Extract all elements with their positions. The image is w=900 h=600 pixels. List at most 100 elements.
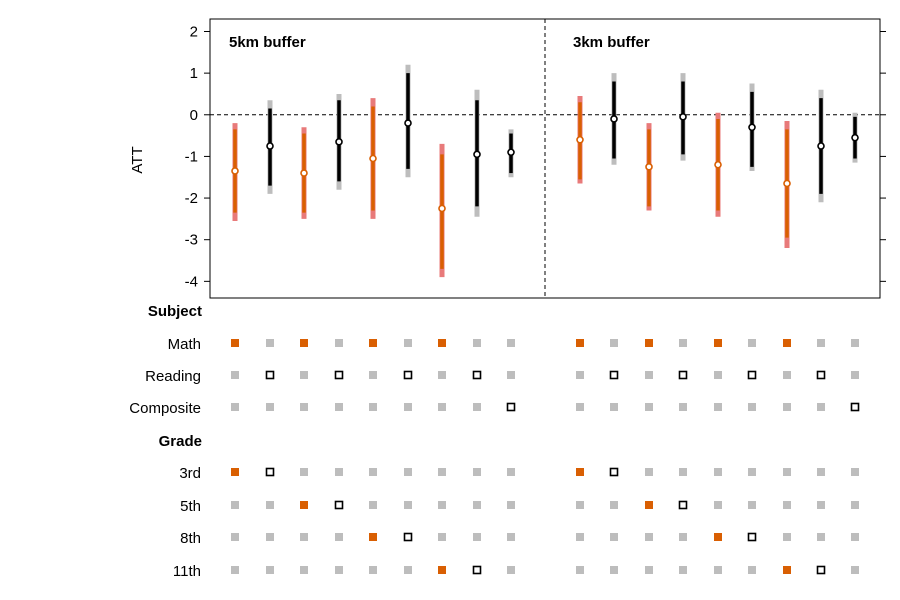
spec-dot-inactive <box>438 403 446 411</box>
spec-dot-inactive <box>817 533 825 541</box>
y-tick-label: -3 <box>185 232 198 249</box>
panel-title-3km: 3km buffer <box>573 34 650 51</box>
spec-dot-math <box>783 339 791 347</box>
point-estimate <box>473 150 481 159</box>
spec-dot-inactive <box>335 468 343 476</box>
spec-dot-inactive <box>748 501 756 509</box>
plot-frame <box>209 18 881 299</box>
point-estimate <box>335 138 343 146</box>
point-estimate <box>610 115 618 123</box>
spec-dot-math <box>714 339 722 347</box>
y-axis-title: ATT <box>129 146 146 173</box>
spec-dot-inactive <box>300 468 308 476</box>
spec-dot-inactive <box>714 501 722 509</box>
spec-dot-inactive <box>438 501 446 509</box>
spec-dot-inactive <box>645 371 653 379</box>
spec-dot-inactive <box>369 403 377 411</box>
spec-dot-active <box>472 565 482 575</box>
spec-dot-inactive <box>335 566 343 574</box>
point-estimate <box>404 119 412 127</box>
spec-dot-inactive <box>610 339 618 347</box>
spec-dot-active <box>747 532 757 542</box>
spec-dot-inactive <box>300 566 308 574</box>
spec-dot-inactive <box>231 371 239 379</box>
spec-dot-inactive <box>679 533 687 541</box>
spec-dot-inactive <box>507 371 515 379</box>
spec-dot-inactive <box>645 533 653 541</box>
point-estimate <box>300 169 308 177</box>
point-estimate <box>438 204 446 213</box>
spec-dot-inactive <box>576 501 584 509</box>
spec-dot-math <box>300 339 308 347</box>
spec-row-label: Math <box>168 336 201 353</box>
spec-dot-active <box>678 500 688 510</box>
spec-dot-active <box>265 467 275 477</box>
spec-dot-inactive <box>748 339 756 347</box>
spec-dot-inactive <box>507 533 515 541</box>
spec-dot-math <box>438 566 446 574</box>
point-estimate <box>817 142 825 150</box>
spec-dot-math <box>300 501 308 509</box>
spec-dot-math <box>231 339 239 347</box>
spec-dot-inactive <box>473 403 481 411</box>
spec-dot-math <box>369 339 377 347</box>
spec-dot-inactive <box>507 501 515 509</box>
spec-row-label: 11th <box>173 563 201 580</box>
spec-dot-inactive <box>610 501 618 509</box>
spec-dot-inactive <box>266 339 274 347</box>
spec-dot-math <box>783 566 791 574</box>
spec-row-label: 3rd <box>179 465 201 482</box>
point-estimate <box>679 113 687 121</box>
spec-dot-inactive <box>714 566 722 574</box>
spec-dot-active <box>506 402 516 412</box>
spec-dot-inactive <box>507 339 515 347</box>
spec-dot-inactive <box>300 403 308 411</box>
y-tick-label: -2 <box>185 190 198 207</box>
spec-dot-inactive <box>851 533 859 541</box>
spec-dot-active <box>403 532 413 542</box>
spec-dot-inactive <box>851 339 859 347</box>
spec-dot-inactive <box>369 468 377 476</box>
spec-dot-inactive <box>438 468 446 476</box>
spec-dot-inactive <box>679 468 687 476</box>
spec-dot-active <box>609 370 619 380</box>
point-estimate <box>576 135 584 144</box>
spec-dot-inactive <box>335 339 343 347</box>
spec-dot-inactive <box>404 339 412 347</box>
spec-dot-inactive <box>748 566 756 574</box>
spec-dot-active <box>850 402 860 412</box>
spec-dot-inactive <box>679 566 687 574</box>
spec-dot-math <box>369 533 377 541</box>
specification-grid: Subject Math Reading Composite Grade 3rd 5th 8t… <box>129 303 860 580</box>
spec-dot-active <box>403 370 413 380</box>
spec-dot-inactive <box>438 533 446 541</box>
spec-dot-active <box>334 370 344 380</box>
spec-dot-inactive <box>783 468 791 476</box>
spec-dot-active <box>747 370 757 380</box>
spec-dot-inactive <box>748 403 756 411</box>
spec-dot-active <box>334 500 344 510</box>
spec-dot-inactive <box>266 403 274 411</box>
spec-dot-inactive <box>610 403 618 411</box>
spec-dot-inactive <box>645 468 653 476</box>
spec-dot-math <box>231 468 239 476</box>
spec-row-label: Reading <box>145 368 201 385</box>
spec-dot-inactive <box>266 501 274 509</box>
y-tick-label: -4 <box>185 273 198 290</box>
spec-dot-inactive <box>714 403 722 411</box>
spec-dot-active <box>816 565 826 575</box>
point-estimate <box>645 163 653 171</box>
spec-dot-inactive <box>473 533 481 541</box>
point-estimate <box>851 133 859 142</box>
spec-dot-inactive <box>576 533 584 541</box>
spec-dot-inactive <box>404 403 412 411</box>
spec-dot-inactive <box>473 339 481 347</box>
spec-dot-inactive <box>817 501 825 509</box>
spec-dot-inactive <box>645 403 653 411</box>
spec-dot-inactive <box>369 371 377 379</box>
y-axis: 2 1 0 -1 -2 -3 -4 <box>185 23 886 290</box>
point-estimate <box>507 148 515 157</box>
spec-dot-inactive <box>610 566 618 574</box>
spec-dot-inactive <box>817 403 825 411</box>
spec-dot-math <box>714 533 722 541</box>
